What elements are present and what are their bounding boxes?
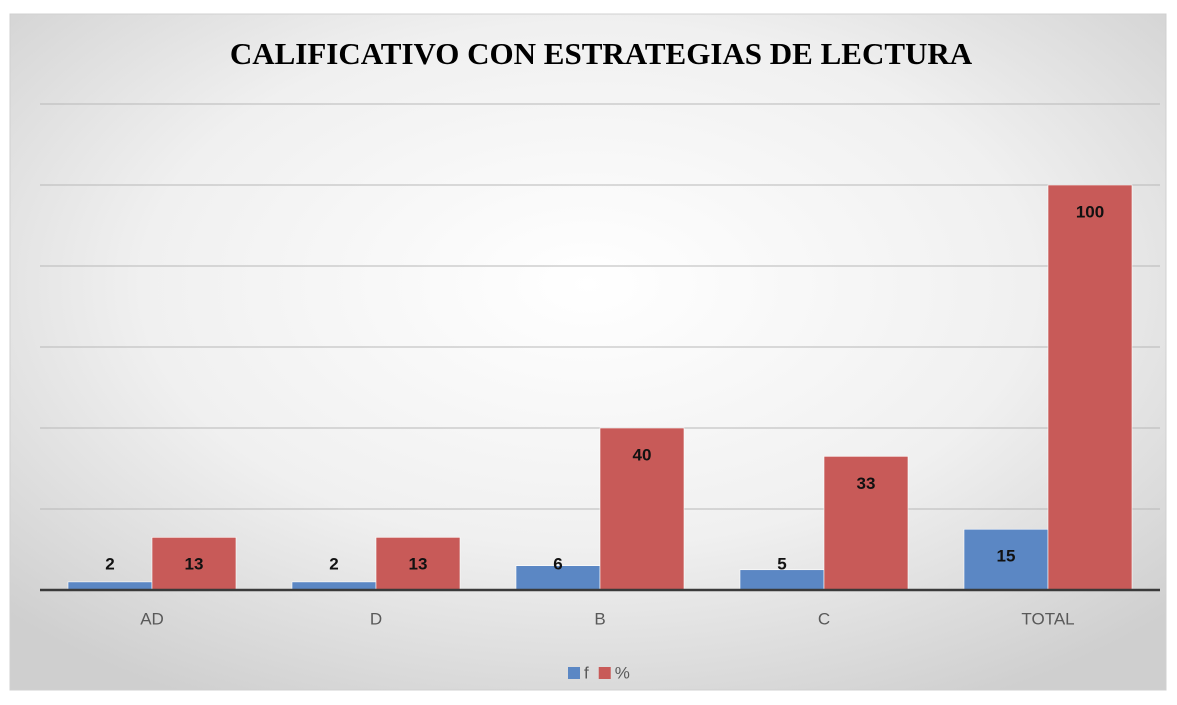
x-tick-label: D bbox=[370, 609, 382, 628]
data-label: 33 bbox=[857, 474, 876, 493]
bar bbox=[151, 537, 237, 591]
data-label: 100 bbox=[1076, 202, 1104, 221]
bar bbox=[515, 565, 601, 591]
data-label: 13 bbox=[185, 554, 204, 573]
bar bbox=[1047, 184, 1133, 591]
data-label: 6 bbox=[553, 554, 562, 573]
legend-label: % bbox=[615, 663, 630, 682]
bar bbox=[823, 456, 909, 591]
x-tick-label: TOTAL bbox=[1021, 609, 1074, 628]
bar bbox=[599, 427, 685, 591]
data-label: 2 bbox=[105, 554, 114, 573]
bar bbox=[963, 528, 1049, 591]
legend-label: f bbox=[584, 663, 589, 682]
x-tick-label: B bbox=[594, 609, 605, 628]
data-label: 13 bbox=[409, 554, 428, 573]
legend-swatch bbox=[598, 667, 611, 679]
data-label: 2 bbox=[329, 554, 338, 573]
legend-swatch bbox=[568, 667, 580, 679]
data-label: 40 bbox=[633, 445, 652, 464]
data-label: 15 bbox=[997, 547, 1016, 566]
x-tick-label: C bbox=[818, 609, 830, 628]
bar bbox=[375, 537, 461, 591]
data-label: 5 bbox=[777, 554, 786, 573]
chart-title: CALIFICATIVO CON ESTRATEGIAS DE LECTURA bbox=[230, 36, 973, 71]
x-tick-label: AD bbox=[140, 609, 164, 628]
